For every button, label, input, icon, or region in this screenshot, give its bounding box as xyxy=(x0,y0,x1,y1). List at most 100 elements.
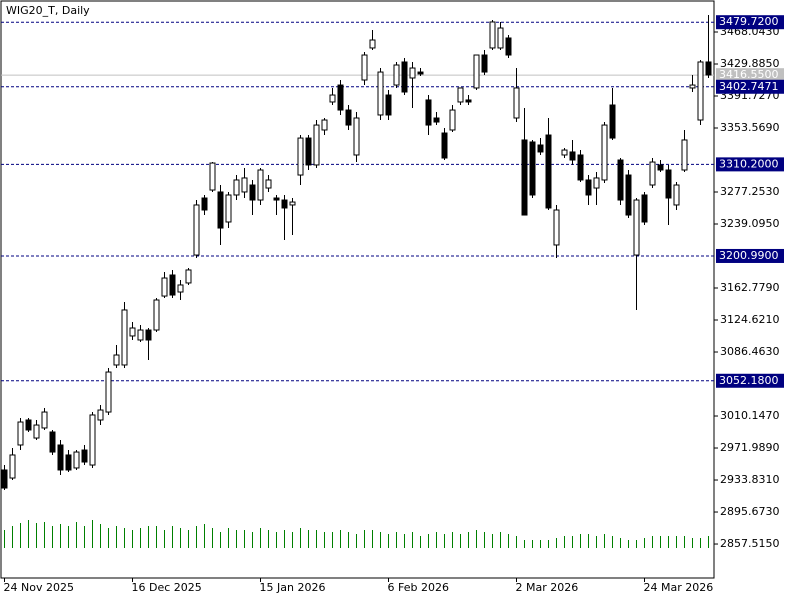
y-tick-label: 3239.0950 xyxy=(720,217,780,230)
candle-body xyxy=(33,424,40,439)
candle-body xyxy=(529,141,536,196)
candle-body xyxy=(513,87,520,119)
y-tick-label: 3429.8850 xyxy=(720,57,780,70)
candle-body xyxy=(81,449,88,463)
candle-body xyxy=(385,94,392,116)
candle-body xyxy=(489,21,496,49)
candle-body xyxy=(553,209,560,246)
x-tick-label: 24 Mar 2026 xyxy=(644,581,714,594)
level-label-box xyxy=(716,248,784,263)
candle-body xyxy=(345,109,352,126)
candle-body xyxy=(401,61,408,93)
candle-body xyxy=(297,137,304,176)
candle-body xyxy=(481,54,488,73)
x-tick-label: 15 Jan 2026 xyxy=(260,581,326,594)
candle-body xyxy=(633,199,640,256)
candle-body xyxy=(617,159,624,201)
level-label: 3402.7471 xyxy=(719,80,779,93)
y-tick-label: 3086.4630 xyxy=(720,345,780,358)
level-label: 3310.2000 xyxy=(719,157,779,170)
x-tick-label: 6 Feb 2026 xyxy=(388,581,449,594)
candle-body xyxy=(129,327,136,337)
candle-body xyxy=(185,269,192,284)
candle-body xyxy=(193,204,200,256)
candle-body xyxy=(257,169,264,201)
candle-body xyxy=(121,309,128,366)
candle-body xyxy=(393,64,400,86)
chart-title: WIG20_T, Daily xyxy=(6,4,90,17)
candle-body xyxy=(369,39,376,49)
candle-body xyxy=(65,454,72,471)
candle-body xyxy=(337,84,344,111)
candle-body xyxy=(289,201,296,206)
bid-label-box xyxy=(716,68,784,83)
candle-body xyxy=(209,162,216,191)
candle-body xyxy=(657,164,664,171)
candle-body xyxy=(25,419,32,431)
y-tick-label: 2971.9890 xyxy=(720,441,780,454)
candle-body xyxy=(49,431,56,453)
y-tick-label: 3124.6210 xyxy=(720,313,780,326)
candle-body xyxy=(433,117,440,123)
candle-body xyxy=(249,184,256,201)
candle-body xyxy=(281,199,288,209)
candle-body xyxy=(217,191,224,229)
candle-body xyxy=(545,134,552,209)
candle-body xyxy=(97,409,104,421)
candle-body xyxy=(73,451,80,469)
candle-body xyxy=(601,124,608,181)
y-tick-label: 3277.2530 xyxy=(720,185,780,198)
x-tick-label: 16 Dec 2025 xyxy=(132,581,202,594)
candle-body xyxy=(241,177,248,193)
x-tick-label: 2 Mar 2026 xyxy=(516,581,579,594)
candle-body xyxy=(361,54,368,81)
candle-body xyxy=(17,421,24,446)
candle-body xyxy=(409,67,416,79)
candle-body xyxy=(665,169,672,199)
level-label-box xyxy=(716,79,784,94)
candle-body xyxy=(465,99,472,103)
candle-body xyxy=(577,154,584,181)
candle-body xyxy=(505,37,512,56)
candle-body xyxy=(161,277,168,297)
candle-body xyxy=(681,139,688,171)
candle-body xyxy=(177,284,184,293)
candle-body xyxy=(561,149,568,156)
level-label-box xyxy=(716,15,784,30)
candle-body xyxy=(321,119,328,131)
candle-body xyxy=(593,177,600,189)
level-label: 3052.1800 xyxy=(719,374,779,387)
candle-body xyxy=(425,99,432,126)
candle-body xyxy=(353,117,360,156)
level-label-box xyxy=(716,373,784,388)
candle-body xyxy=(273,197,280,201)
candle-body xyxy=(329,94,336,103)
candle-body xyxy=(473,54,480,89)
candle-body xyxy=(201,197,208,211)
candle-body xyxy=(41,411,48,429)
candle-body xyxy=(169,274,176,296)
plot-frame xyxy=(0,0,715,579)
candle-body xyxy=(521,139,528,216)
candle-body xyxy=(537,144,544,153)
candle-body xyxy=(1,469,8,489)
candle-body xyxy=(625,174,632,216)
y-tick-label: 2857.5150 xyxy=(720,537,780,550)
candle-body xyxy=(153,299,160,331)
candle-body xyxy=(497,27,504,49)
candle-body xyxy=(89,414,96,466)
candle-body xyxy=(609,104,616,139)
candle-body xyxy=(441,132,448,159)
candle-body xyxy=(9,454,16,479)
candle-body xyxy=(265,179,272,189)
candle-body xyxy=(417,71,424,75)
candle-body xyxy=(585,179,592,196)
candle-body xyxy=(57,444,64,471)
candle-body xyxy=(305,137,312,166)
y-tick-label: 3010.1470 xyxy=(720,409,780,422)
candle-body xyxy=(137,329,144,341)
level-label-box xyxy=(716,157,784,172)
candle-body xyxy=(673,184,680,206)
candle-body xyxy=(105,371,112,413)
